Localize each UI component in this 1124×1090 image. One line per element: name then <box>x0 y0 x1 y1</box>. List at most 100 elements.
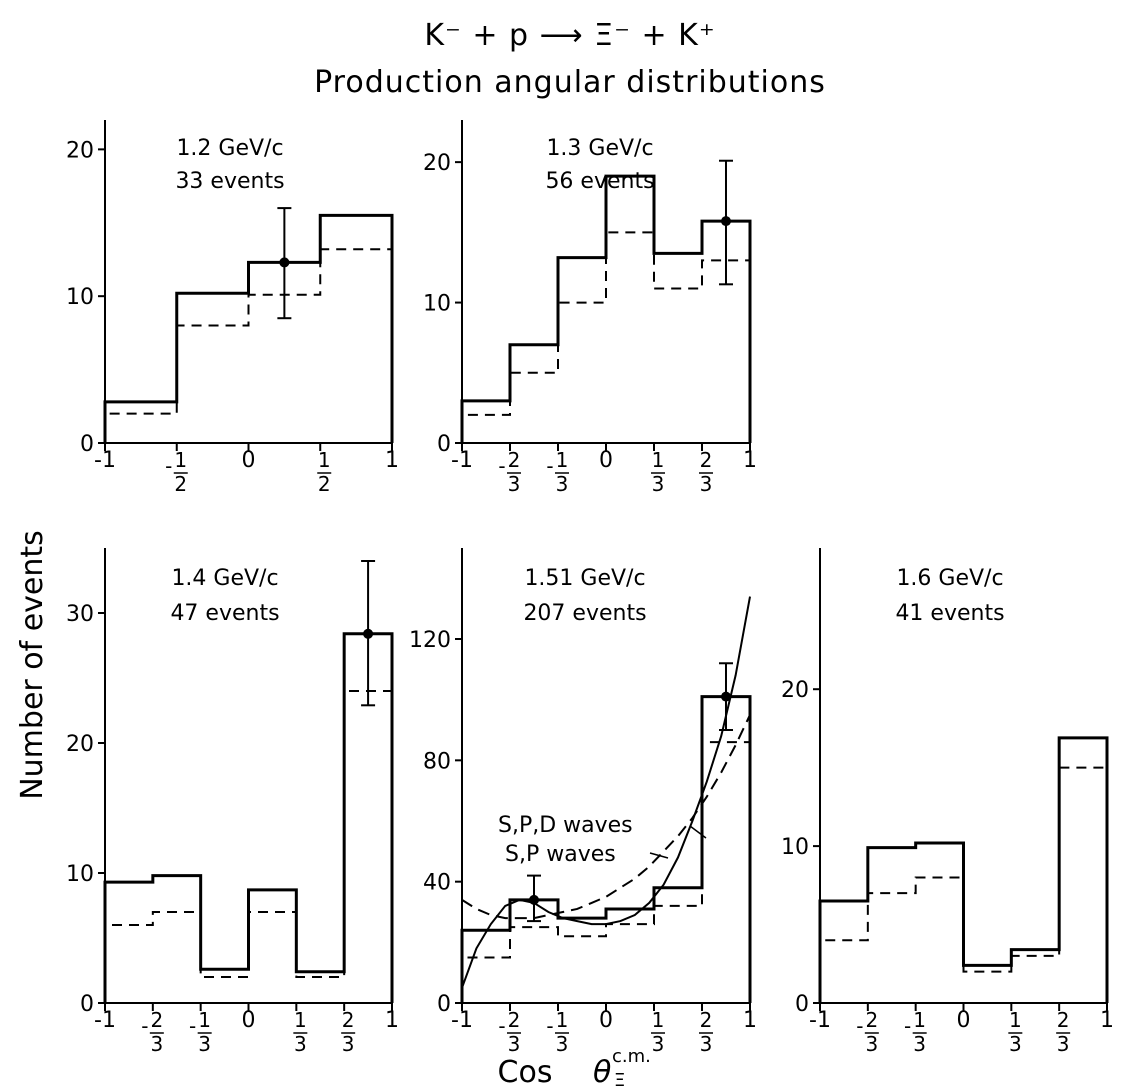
x-tick-denominator: 3 <box>913 1032 926 1056</box>
y-tick-label: 120 <box>409 628 451 653</box>
panel-3: 0102030-1-23- 130 132311.4 GeV/c47 events <box>66 548 399 1056</box>
x-tick-denominator: 3 <box>652 1032 665 1056</box>
y-tick-label: 10 <box>66 862 94 887</box>
x-tick-label: 1 <box>1100 1008 1114 1033</box>
x-axis-label: Cos θ c.m. Ξ <box>498 1046 651 1090</box>
histogram-dashed <box>462 232 750 443</box>
y-tick-label: 20 <box>66 732 94 757</box>
panel-momentum-label: 1.2 GeV/c <box>176 136 283 161</box>
x-tick-denominator: 3 <box>198 1032 211 1056</box>
x-tick-numerator: 1 <box>556 448 569 472</box>
curve-label-spd-waves: S,P,D waves <box>498 813 633 838</box>
x-tick-numerator: 1 <box>1009 1008 1022 1032</box>
y-tick-label: 0 <box>80 432 94 457</box>
x-axis-label-theta: θ <box>593 1055 611 1090</box>
x-tick-numerator: 1 <box>198 1008 211 1032</box>
x-tick-denominator: 3 <box>294 1032 307 1056</box>
x-tick-label: 1 <box>385 1008 399 1033</box>
figure-title: K⁻ + p ⟶ Ξ⁻ + K⁺ <box>424 18 715 53</box>
error-point <box>279 257 289 267</box>
x-axis-label-sup: c.m. <box>612 1046 651 1067</box>
x-tick-denominator: 3 <box>508 1032 521 1056</box>
panel-momentum-label: 1.3 GeV/c <box>546 136 653 161</box>
error-point <box>721 692 731 702</box>
curve-label-sp-waves: S,P waves <box>505 842 616 867</box>
y-tick-label: 20 <box>66 138 94 163</box>
x-tick-numerator: 1 <box>318 448 331 472</box>
x-tick-numerator: 1 <box>652 1008 665 1032</box>
x-tick-denominator: 2 <box>318 472 331 496</box>
error-point <box>721 216 731 226</box>
x-tick-denominator: 3 <box>700 1032 713 1056</box>
y-tick-label: 0 <box>795 992 809 1017</box>
y-tick-label: 20 <box>423 151 451 176</box>
x-tick-sign: - <box>141 1014 148 1038</box>
histogram-dashed-outline <box>462 232 750 443</box>
x-tick-label: 0 <box>957 1008 971 1033</box>
y-axis-label: Number of events <box>15 530 50 800</box>
x-tick-sign: - <box>856 1014 863 1038</box>
panel-events-label: 41 events <box>895 601 1004 626</box>
y-tick-label: 10 <box>66 285 94 310</box>
x-tick-numerator: 1 <box>556 1008 569 1032</box>
x-tick-numerator: 2 <box>508 1008 521 1032</box>
x-axis-label-cos: Cos <box>498 1055 553 1090</box>
panel-momentum-label: 1.51 GeV/c <box>524 566 645 591</box>
x-axis-label-sub: Ξ <box>614 1070 625 1090</box>
x-tick-label: -1 <box>94 1008 116 1033</box>
histogram-dashed <box>820 768 1107 1003</box>
x-tick-sign: - <box>546 454 553 478</box>
x-tick-denominator: 3 <box>865 1032 878 1056</box>
x-tick-label: 1 <box>743 448 757 473</box>
x-tick-denominator: 2 <box>174 472 187 496</box>
x-tick-denominator: 3 <box>556 472 569 496</box>
panel-events-label: 56 events <box>545 169 654 194</box>
x-tick-label: 0 <box>599 1008 613 1033</box>
error-point <box>363 629 373 639</box>
y-tick-label: 20 <box>781 678 809 703</box>
panel-events-label: 207 events <box>523 601 646 626</box>
x-tick-denominator: 3 <box>342 1032 355 1056</box>
x-tick-sign: - <box>904 1014 911 1038</box>
x-tick-label: -1 <box>94 448 116 473</box>
x-tick-numerator: 1 <box>294 1008 307 1032</box>
x-tick-numerator: 2 <box>508 448 521 472</box>
histogram-solid-outline <box>820 738 1107 1003</box>
x-tick-denominator: 3 <box>556 1032 569 1056</box>
panel-events-label: 33 events <box>175 169 284 194</box>
y-tick-label: 0 <box>437 992 451 1017</box>
x-tick-sign: - <box>165 454 172 478</box>
x-tick-label: -1 <box>451 448 473 473</box>
x-tick-numerator: 2 <box>700 1008 713 1032</box>
x-tick-sign: - <box>498 1014 505 1038</box>
histogram-dashed-outline <box>820 768 1107 1003</box>
histogram-solid <box>462 176 750 443</box>
x-tick-sign: - <box>546 1014 553 1038</box>
y-tick-label: 10 <box>781 835 809 860</box>
x-tick-numerator: 1 <box>174 448 187 472</box>
panel-2: 01020-1-23- 130 132311.3 GeV/c56 events <box>423 120 757 496</box>
x-tick-label: -1 <box>809 1008 831 1033</box>
y-tick-label: 30 <box>66 602 94 627</box>
y-tick-label: 10 <box>423 292 451 317</box>
x-tick-denominator: 3 <box>508 472 521 496</box>
panel-4: 04080120-1-23- 130 13231S,P,D wavesS,P wav… <box>409 548 757 1056</box>
x-tick-sign: - <box>189 1014 196 1038</box>
y-tick-label: 40 <box>423 871 451 896</box>
x-tick-numerator: 2 <box>342 1008 355 1032</box>
y-tick-label: 80 <box>423 749 451 774</box>
panel-momentum-label: 1.6 GeV/c <box>896 566 1003 591</box>
x-tick-denominator: 3 <box>700 472 713 496</box>
x-tick-numerator: 2 <box>150 1008 163 1032</box>
x-tick-label: 1 <box>743 1008 757 1033</box>
y-tick-label: 0 <box>80 992 94 1017</box>
panel-momentum-label: 1.4 GeV/c <box>171 566 278 591</box>
x-tick-numerator: 1 <box>913 1008 926 1032</box>
x-tick-label: -1 <box>451 1008 473 1033</box>
x-tick-denominator: 3 <box>1009 1032 1022 1056</box>
x-tick-numerator: 1 <box>652 448 665 472</box>
panel-events-label: 47 events <box>170 601 279 626</box>
